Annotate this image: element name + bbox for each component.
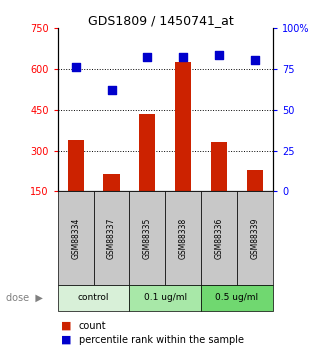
Point xyxy=(181,54,186,60)
Point xyxy=(145,54,150,60)
Bar xyxy=(175,62,191,191)
Point xyxy=(216,53,221,58)
Point xyxy=(73,64,78,70)
Bar xyxy=(139,114,155,191)
Text: GSM88337: GSM88337 xyxy=(107,217,116,259)
Text: count: count xyxy=(79,321,106,331)
Text: GDS1809 / 1450741_at: GDS1809 / 1450741_at xyxy=(88,14,233,27)
Point xyxy=(252,58,257,63)
Text: ■: ■ xyxy=(61,321,72,331)
Text: dose  ▶: dose ▶ xyxy=(6,293,43,303)
Bar xyxy=(58,191,94,285)
Text: 0.1 ug/ml: 0.1 ug/ml xyxy=(144,293,187,302)
Text: GSM88339: GSM88339 xyxy=(250,217,259,259)
Bar xyxy=(103,174,120,191)
Bar xyxy=(94,191,129,285)
Text: control: control xyxy=(78,293,109,302)
Text: GSM88334: GSM88334 xyxy=(71,217,80,259)
Bar xyxy=(68,140,84,191)
Bar xyxy=(201,191,237,285)
Text: 0.5 ug/ml: 0.5 ug/ml xyxy=(215,293,259,302)
Point xyxy=(109,87,114,92)
Text: GSM88335: GSM88335 xyxy=(143,217,152,259)
Bar xyxy=(201,285,273,310)
Text: percentile rank within the sample: percentile rank within the sample xyxy=(79,335,244,345)
Bar xyxy=(58,285,129,310)
Text: GSM88336: GSM88336 xyxy=(214,217,224,259)
Bar xyxy=(237,191,273,285)
Bar xyxy=(165,191,201,285)
Text: GSM88338: GSM88338 xyxy=(179,217,188,259)
Bar xyxy=(129,285,201,310)
Bar xyxy=(129,191,165,285)
Bar xyxy=(211,142,227,191)
Bar xyxy=(247,170,263,191)
Text: ■: ■ xyxy=(61,335,72,345)
